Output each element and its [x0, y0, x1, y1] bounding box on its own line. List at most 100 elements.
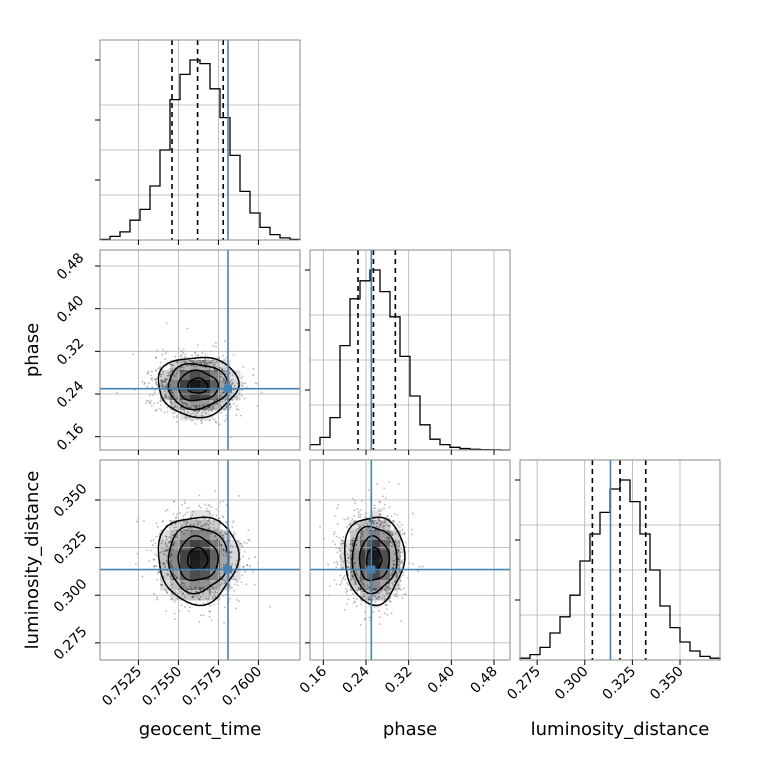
sample-point	[208, 616, 211, 618]
sample-point	[384, 497, 387, 500]
sample-point	[383, 487, 386, 490]
sample-point	[195, 586, 197, 589]
sample-point	[219, 401, 222, 404]
sample-point	[161, 370, 164, 373]
density-bin	[350, 550, 361, 561]
sample-point	[183, 356, 186, 358]
sample-point	[176, 368, 179, 371]
density-bin	[350, 540, 361, 551]
sample-point	[210, 360, 213, 363]
sample-point	[390, 515, 393, 518]
sample-point	[402, 571, 405, 574]
sample-point	[367, 526, 370, 529]
sample-point	[166, 374, 169, 377]
sample-point	[154, 541, 157, 544]
sample-point	[160, 542, 163, 545]
sample-point	[351, 544, 354, 547]
sample-point	[371, 519, 374, 522]
sample-point	[230, 556, 232, 559]
sample-point	[172, 406, 175, 409]
sample-point	[171, 364, 173, 366]
sample-point	[174, 591, 177, 594]
sample-point	[398, 521, 401, 524]
sample-point	[361, 535, 364, 537]
sample-point	[183, 361, 186, 364]
sample-point	[339, 554, 341, 557]
sample-point	[175, 372, 178, 375]
sample-point	[155, 535, 157, 538]
sample-point	[219, 373, 222, 375]
sample-point	[232, 519, 235, 522]
sample-point	[357, 536, 359, 538]
x-tick-label-luminosity_distance: 0.350	[647, 664, 687, 704]
sample-point	[203, 361, 206, 363]
sample-point	[156, 385, 159, 388]
sample-point	[333, 578, 336, 581]
sample-point	[353, 554, 355, 556]
sample-point	[186, 511, 189, 514]
sample-point	[199, 521, 202, 524]
sample-point	[223, 621, 225, 624]
sample-point	[197, 353, 200, 356]
sample-point	[357, 511, 360, 513]
sample-point	[202, 529, 205, 532]
sample-point	[396, 549, 399, 552]
sample-point	[165, 378, 168, 381]
sample-point	[387, 525, 390, 528]
sample-point	[200, 614, 202, 617]
sample-point	[165, 322, 168, 325]
sample-point	[212, 407, 215, 410]
sample-point	[352, 539, 354, 542]
sample-point	[162, 373, 164, 375]
sample-point	[335, 566, 338, 568]
density-bin	[190, 390, 201, 401]
density-bin	[160, 530, 171, 541]
sample-point	[176, 513, 179, 516]
sample-point	[165, 610, 168, 613]
density-bin	[170, 570, 181, 581]
density-shading-layer	[160, 360, 401, 601]
sample-point	[170, 392, 173, 394]
sample-point	[347, 566, 350, 569]
sample-point	[389, 574, 392, 577]
sample-point	[172, 533, 175, 536]
sample-point	[235, 405, 238, 408]
sample-point	[185, 521, 188, 524]
sample-point	[390, 545, 393, 548]
sample-point	[163, 553, 166, 556]
sample-point	[391, 566, 394, 569]
sample-point	[179, 355, 182, 358]
sample-point	[174, 523, 177, 526]
sample-point	[236, 584, 239, 587]
sample-point	[170, 537, 173, 540]
sample-point	[404, 593, 407, 595]
sample-point	[394, 579, 397, 582]
sample-point	[169, 397, 171, 400]
sample-point	[168, 368, 171, 370]
sample-point	[175, 576, 178, 579]
sample-point	[349, 522, 351, 525]
sample-point	[185, 364, 188, 367]
sample-point	[254, 556, 256, 559]
sample-point	[186, 327, 189, 330]
density-bin	[200, 410, 211, 421]
sample-point	[156, 401, 159, 404]
density-bin	[190, 580, 201, 591]
sample-point	[225, 521, 227, 523]
sample-point	[175, 421, 178, 423]
sample-point	[352, 574, 354, 577]
sample-point	[223, 531, 226, 534]
sample-point	[225, 580, 228, 582]
sample-point	[233, 589, 236, 592]
sample-point	[197, 597, 200, 600]
sample-point	[398, 570, 401, 573]
density-bin	[160, 570, 171, 581]
sample-point	[232, 353, 235, 356]
x-axis-label-geocent_time: geocent_time	[139, 719, 262, 740]
sample-point	[197, 520, 199, 523]
sample-point	[351, 518, 354, 520]
sample-point	[204, 353, 207, 356]
sample-point	[173, 500, 176, 502]
sample-point	[400, 562, 402, 564]
sample-point	[377, 596, 380, 599]
